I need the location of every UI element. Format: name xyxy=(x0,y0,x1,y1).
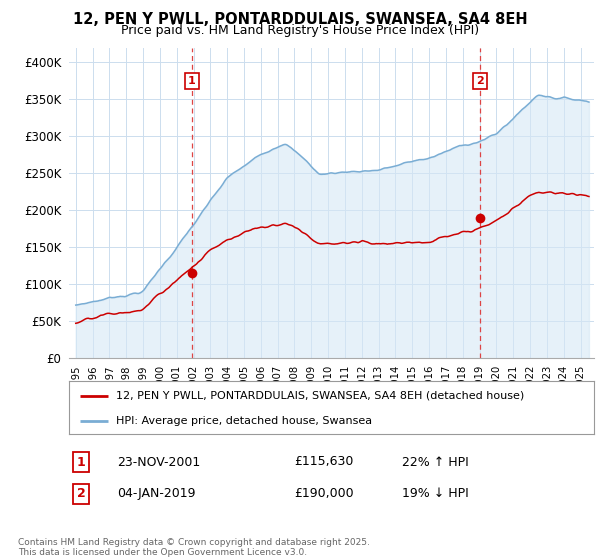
Text: 1: 1 xyxy=(77,455,85,469)
Text: 1: 1 xyxy=(188,76,196,86)
Text: 23-NOV-2001: 23-NOV-2001 xyxy=(117,455,200,469)
Text: 12, PEN Y PWLL, PONTARDDULAIS, SWANSEA, SA4 8EH: 12, PEN Y PWLL, PONTARDDULAIS, SWANSEA, … xyxy=(73,12,527,27)
Text: 22% ↑ HPI: 22% ↑ HPI xyxy=(402,455,469,469)
Text: £190,000: £190,000 xyxy=(294,487,353,501)
Text: 2: 2 xyxy=(476,76,484,86)
Text: £115,630: £115,630 xyxy=(294,455,353,469)
Text: Price paid vs. HM Land Registry's House Price Index (HPI): Price paid vs. HM Land Registry's House … xyxy=(121,24,479,37)
Text: Contains HM Land Registry data © Crown copyright and database right 2025.
This d: Contains HM Land Registry data © Crown c… xyxy=(18,538,370,557)
Text: 12, PEN Y PWLL, PONTARDDULAIS, SWANSEA, SA4 8EH (detached house): 12, PEN Y PWLL, PONTARDDULAIS, SWANSEA, … xyxy=(116,391,524,401)
Text: 2: 2 xyxy=(77,487,85,501)
Text: HPI: Average price, detached house, Swansea: HPI: Average price, detached house, Swan… xyxy=(116,416,373,426)
Text: 04-JAN-2019: 04-JAN-2019 xyxy=(117,487,196,501)
Text: 19% ↓ HPI: 19% ↓ HPI xyxy=(402,487,469,501)
